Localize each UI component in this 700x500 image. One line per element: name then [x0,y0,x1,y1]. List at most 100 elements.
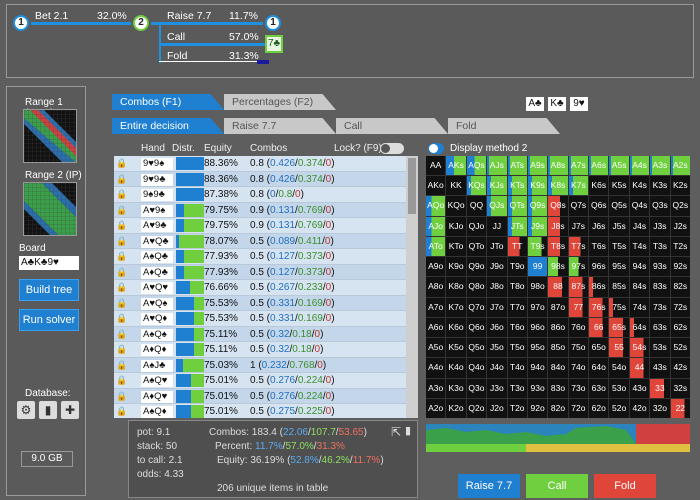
tree-node-3[interactable]: 1 [265,15,281,31]
grid-cell[interactable]: 72s [670,297,690,317]
table-row[interactable]: 🔒 9♥9♠ 88.36% 0.8 (0.426/0.374/0) [114,156,406,172]
grid-cell[interactable]: TT [507,236,527,257]
build-tree-button[interactable]: Build tree [19,279,79,301]
grid-cell[interactable]: 99 [527,257,548,277]
table-row[interactable]: 🔒 A♥Q♥ 76.66% 0.5 (0.267/0.233/0) [114,280,406,296]
table-row[interactable]: 🔒 9♥9♣ 88.36% 0.8 (0.426/0.374/0) [114,171,406,187]
grid-cell[interactable]: Q5s [609,196,629,216]
grid-cell[interactable]: T7o [507,297,527,317]
grid-cell[interactable]: AQo [426,196,446,216]
table-row[interactable]: 🔒 A♥Q♠ 75.53% 0.5 (0.331/0.169/0) [114,295,406,311]
grid-cell[interactable]: AKs [446,156,466,176]
grid-cell[interactable]: AJo [426,216,446,236]
grid-cell[interactable]: Q6o [466,317,487,338]
grid-cell[interactable]: 98o [527,277,548,297]
grid-cell[interactable]: 82s [670,277,690,297]
grid-cell[interactable]: T8o [507,277,527,297]
grid-cell[interactable]: J9o [487,257,507,277]
grid-cell[interactable]: QJs [487,196,507,216]
grid-cell[interactable]: 97s [568,257,589,277]
grid-cell[interactable]: A8o [426,277,446,297]
header-equity[interactable]: Equity [204,143,232,154]
grid-cell[interactable]: 75o [568,338,589,358]
table-row[interactable]: 🔒 A♥9♣ 79.75% 0.9 (0.131/0.769/0) [114,218,406,234]
grid-cell[interactable]: T9o [507,257,527,277]
lock-icon[interactable]: 🔒 [116,173,128,184]
grid-cell[interactable]: A6o [426,317,446,338]
grid-cell[interactable]: 96o [527,317,548,338]
grid-cell[interactable]: J8s [548,216,568,236]
range1-thumbnail[interactable] [23,109,77,163]
grid-cell[interactable]: A4o [426,358,446,378]
grid-cell[interactable]: 94o [527,358,548,378]
grid-cell[interactable]: 43o [629,378,650,398]
grid-cell[interactable]: Q6s [589,196,609,216]
grid-cell[interactable]: 96s [589,257,609,277]
grid-cell[interactable]: J3o [487,378,507,398]
tab-fold[interactable]: Fold [448,118,560,134]
grid-cell[interactable]: J2s [670,216,690,236]
grid-cell[interactable]: K2o [446,398,466,418]
grid-cell[interactable]: K8o [446,277,466,297]
lock-icon[interactable]: 🔒 [116,297,128,308]
grid-cell[interactable]: 22 [670,398,690,418]
table-row[interactable]: 🔒 A♥Q♣ 78.07% 0.5 (0.089/0.411/0) [114,233,406,249]
run-solver-button[interactable]: Run solver [19,309,79,331]
grid-cell[interactable]: AJs [487,156,507,176]
grid-cell[interactable]: A3s [650,156,670,176]
grid-cell[interactable]: 85o [548,338,568,358]
grid-cell[interactable]: 77 [568,297,589,317]
grid-cell[interactable]: KJs [487,176,507,196]
table-row[interactable]: 🔒 A♠Q♣ 77.93% 0.5 (0.127/0.373/0) [114,249,406,265]
grid-cell[interactable]: 88 [548,277,568,297]
grid-cell[interactable]: 83s [650,277,670,297]
grid-cell[interactable]: 86s [589,277,609,297]
table-row[interactable]: 🔒 A♠Q♦ 75.01% 0.5 (0.275/0.225/0) [114,404,406,418]
grid-cell[interactable]: AA [426,156,446,176]
table-scrollbar[interactable] [406,156,418,418]
grid-cell[interactable]: 65s [609,317,629,338]
grid-cell[interactable]: JTs [507,216,527,236]
tab-raise[interactable]: Raise 7.7 [224,118,336,134]
grid-cell[interactable]: 76o [568,317,589,338]
lock-icon[interactable]: 🔒 [116,406,128,416]
grid-cell[interactable]: 42s [670,358,690,378]
grid-cell[interactable]: 62s [670,317,690,338]
grid-cell[interactable]: J9s [527,216,548,236]
lock-icon[interactable]: 🔒 [116,189,128,199]
grid-cell[interactable]: K4s [629,176,650,196]
table-row[interactable]: 🔒 9♠9♣ 87.38% 0.8 (0/0.8/0) [114,187,406,203]
grid-cell[interactable]: K6o [446,317,466,338]
lock-icon[interactable]: 🔒 [116,158,128,168]
grid-cell[interactable]: 85s [609,277,629,297]
grid-cell[interactable]: J2o [487,398,507,418]
grid-cell[interactable]: A9s [527,156,548,176]
grid-cell[interactable]: A2s [670,156,690,176]
lock-icon[interactable]: 🔒 [116,344,128,354]
tab-call[interactable]: Call [336,118,448,134]
grid-cell[interactable]: A3o [426,378,446,398]
lock-icon[interactable]: 🔒 [116,390,128,401]
grid-cell[interactable]: 92s [670,257,690,277]
table-row[interactable]: 🔒 A♦Q♣ 77.93% 0.5 (0.127/0.373/0) [114,264,406,280]
grid-cell[interactable]: 72o [568,398,589,418]
grid-cell[interactable]: 63s [650,317,670,338]
tree-node-2[interactable]: 2 [133,15,149,31]
grid-cell[interactable]: AQs [466,156,487,176]
grid-cell[interactable]: T3o [507,378,527,398]
grid-cell[interactable]: 55 [609,338,629,358]
table-row[interactable]: 🔒 A♠J♣ 75.03% 1 (0.232/0.768/0) [114,357,406,373]
grid-cell[interactable]: A5o [426,338,446,358]
grid-cell[interactable]: 75s [609,297,629,317]
grid-cell[interactable]: QTo [466,236,487,257]
table-row[interactable]: 🔒 A♠Q♠ 75.11% 0.5 (0.32/0.18/0) [114,326,406,342]
lock-icon[interactable]: 🔒 [116,235,128,246]
grid-cell[interactable]: KTs [507,176,527,196]
grid-cell[interactable]: Q4o [466,358,487,378]
grid-cell[interactable]: J6s [589,216,609,236]
grid-cell[interactable]: T2o [507,398,527,418]
grid-cell[interactable]: K9s [527,176,548,196]
grid-cell[interactable]: QJo [466,216,487,236]
grid-cell[interactable]: A7s [568,156,589,176]
grid-cell[interactable]: K7s [568,176,589,196]
